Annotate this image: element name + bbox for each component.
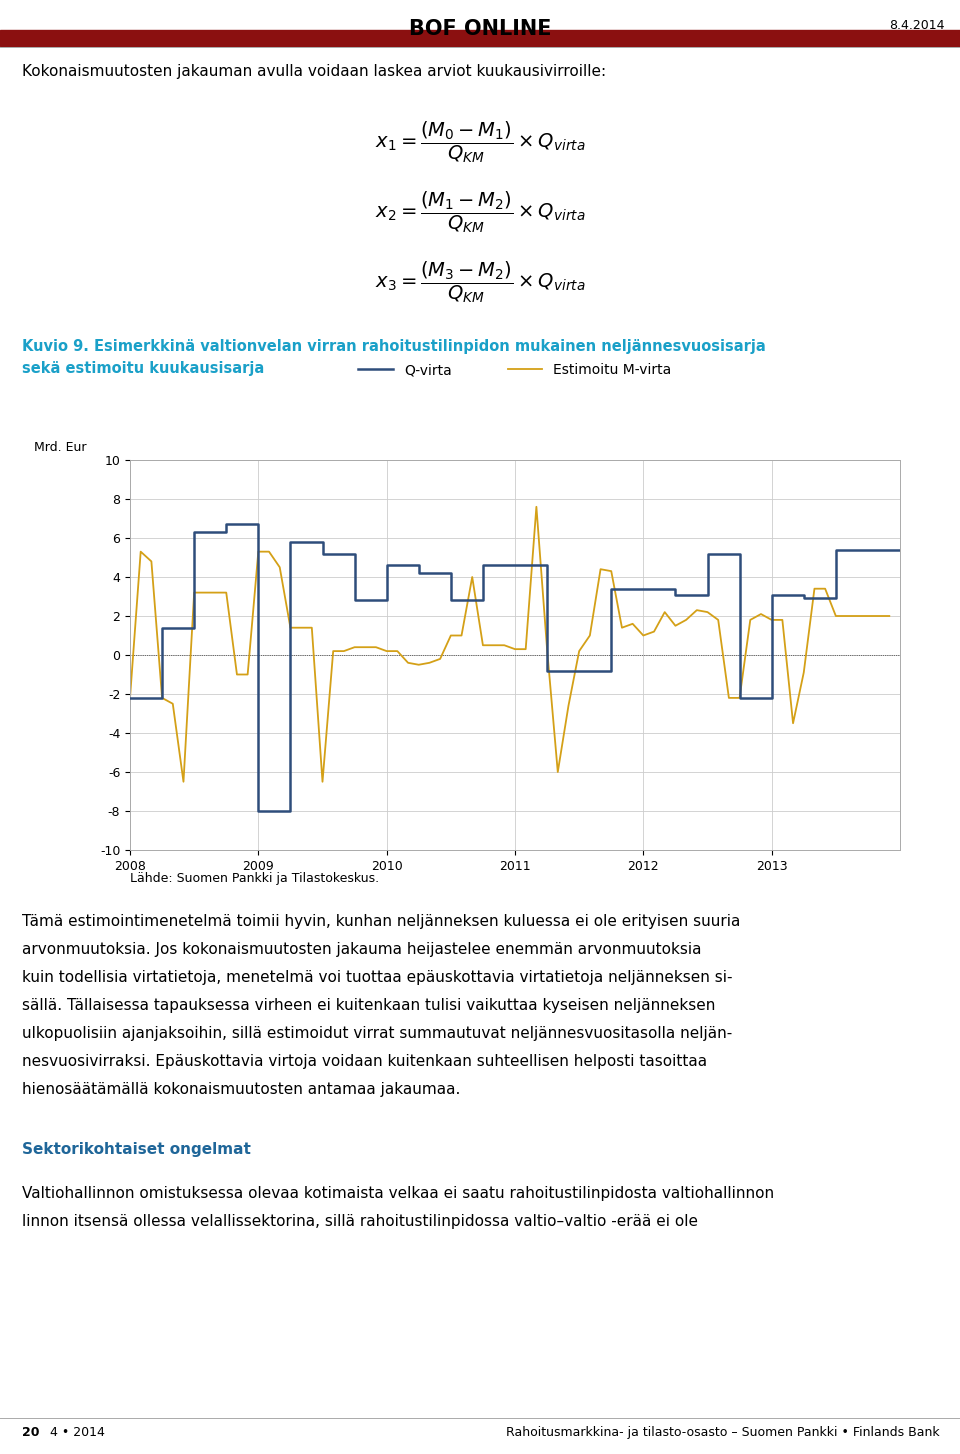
Text: linnon itsensä ollessa velallissektorina, sillä rahoitustilinpidossa valtio–valt: linnon itsensä ollessa velallissektorina… — [22, 1214, 698, 1229]
Text: Valtiohallinnon omistuksessa olevaa kotimaista velkaa ei saatu rahoitustilinpido: Valtiohallinnon omistuksessa olevaa koti… — [22, 1186, 774, 1201]
Text: $x_2 = \dfrac{(M_1 - M_2)}{Q_{KM}} \times Q_{virta}$: $x_2 = \dfrac{(M_1 - M_2)}{Q_{KM}} \time… — [374, 189, 586, 234]
Text: Kokonaismuutosten jakauman avulla voidaan laskea arviot kuukausivirroille:: Kokonaismuutosten jakauman avulla voidaa… — [22, 64, 606, 79]
Text: $x_3 = \dfrac{(M_3 - M_2)}{Q_{KM}} \times Q_{virta}$: $x_3 = \dfrac{(M_3 - M_2)}{Q_{KM}} \time… — [374, 259, 586, 305]
Text: ulkopuolisiin ajanjaksoihin, sillä estimoidut virrat summautuvat neljännesvuosit: ulkopuolisiin ajanjaksoihin, sillä estim… — [22, 1027, 732, 1041]
Bar — [0, 31, 960, 47]
Text: sekä estimoitu kuukausisarja: sekä estimoitu kuukausisarja — [22, 361, 264, 377]
Text: 4 • 2014: 4 • 2014 — [34, 1426, 105, 1439]
Text: hienosäätämällä kokonaismuutosten antamaa jakaumaa.: hienosäätämällä kokonaismuutosten antama… — [22, 1082, 461, 1096]
Text: 8.4.2014: 8.4.2014 — [890, 19, 945, 32]
Text: Mrd. Eur: Mrd. Eur — [34, 441, 86, 454]
Text: sällä. Tällaisessa tapauksessa virheen ei kuitenkaan tulisi vaikuttaa kyseisen n: sällä. Tällaisessa tapauksessa virheen e… — [22, 997, 715, 1013]
Text: BOF ONLINE: BOF ONLINE — [409, 19, 551, 39]
Text: nesvuosivirraksi. Epäuskottavia virtoja voidaan kuitenkaan suhteellisen helposti: nesvuosivirraksi. Epäuskottavia virtoja … — [22, 1054, 708, 1069]
Text: kuin todellisia virtatietoja, menetelmä voi tuottaa epäuskottavia virtatietoja n: kuin todellisia virtatietoja, menetelmä … — [22, 970, 732, 984]
Legend: Q-virta, Estimoitu M-virta: Q-virta, Estimoitu M-virta — [353, 358, 677, 382]
Text: Lähde: Suomen Pankki ja Tilastokeskus.: Lähde: Suomen Pankki ja Tilastokeskus. — [130, 872, 379, 885]
Text: Tämä estimointimenetelmä toimii hyvin, kunhan neljänneksen kuluessa ei ole erity: Tämä estimointimenetelmä toimii hyvin, k… — [22, 915, 740, 929]
Text: 20: 20 — [22, 1426, 39, 1439]
Text: $x_1 = \dfrac{(M_0 - M_1)}{Q_{KM}} \times Q_{virta}$: $x_1 = \dfrac{(M_0 - M_1)}{Q_{KM}} \time… — [374, 119, 586, 164]
Text: Rahoitusmarkkina- ja tilasto-osasto – Suomen Pankki • Finlands Bank: Rahoitusmarkkina- ja tilasto-osasto – Su… — [506, 1426, 940, 1439]
Text: Sektorikohtaiset ongelmat: Sektorikohtaiset ongelmat — [22, 1141, 251, 1157]
Text: arvonmuutoksia. Jos kokonaismuutosten jakauma heijastelee enemmän arvonmuutoksia: arvonmuutoksia. Jos kokonaismuutosten ja… — [22, 942, 702, 957]
Text: Kuvio 9. Esimerkkinä valtionvelan virran rahoitustilinpidon mukainen neljännesvu: Kuvio 9. Esimerkkinä valtionvelan virran… — [22, 339, 766, 353]
